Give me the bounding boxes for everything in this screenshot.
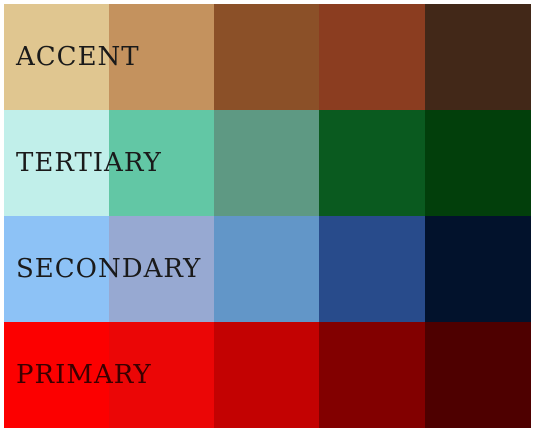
swatch (319, 4, 425, 110)
swatch (4, 216, 109, 322)
palette-row-primary: PRIMARY (4, 322, 531, 428)
swatch (4, 4, 109, 110)
swatch (109, 216, 214, 322)
swatch (425, 216, 531, 322)
swatch (4, 110, 109, 216)
swatch (214, 216, 319, 322)
color-palette: ACCENT TERTIARY SECONDARY PRIMARY (4, 4, 531, 429)
palette-row-secondary: SECONDARY (4, 216, 531, 322)
swatch (109, 110, 214, 216)
swatch (319, 322, 425, 428)
swatch (425, 4, 531, 110)
row-label-primary: PRIMARY (16, 360, 152, 390)
swatch (425, 110, 531, 216)
row-label-secondary: SECONDARY (16, 254, 202, 284)
swatch (109, 4, 214, 110)
swatch (214, 4, 319, 110)
swatch (319, 110, 425, 216)
swatch (214, 110, 319, 216)
row-label-tertiary: TERTIARY (16, 148, 162, 178)
palette-row-tertiary: TERTIARY (4, 110, 531, 216)
palette-row-accent: ACCENT (4, 4, 531, 110)
swatch (214, 322, 319, 428)
row-label-accent: ACCENT (16, 42, 140, 72)
swatch (4, 322, 109, 428)
swatch (319, 216, 425, 322)
swatch (425, 322, 531, 428)
swatch (109, 322, 214, 428)
